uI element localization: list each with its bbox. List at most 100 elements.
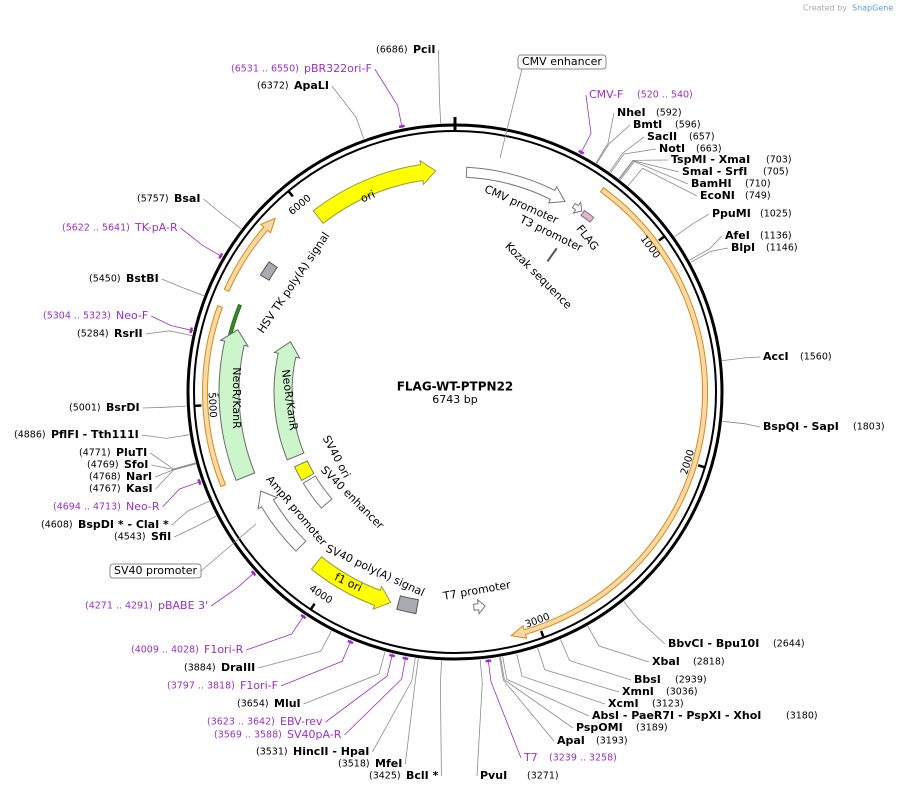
site-position: (663): [696, 144, 722, 155]
leader-line: [587, 625, 650, 663]
feature-label: T7 promoter: [441, 578, 512, 603]
site-name: pBR322ori-F: [304, 62, 372, 75]
boxed-feature-label: SV40 promoter: [114, 564, 198, 577]
leader-line: [502, 656, 590, 717]
site-name: BamHI: [691, 177, 732, 190]
site-name: F1ori-R: [204, 643, 244, 656]
leader-line: [404, 658, 419, 765]
leader-line: [258, 630, 332, 669]
site-position: (4694 .. 4713): [53, 502, 121, 513]
site-name: BclI *: [406, 769, 439, 782]
leader-line: [690, 247, 729, 263]
site-position: (520 .. 540): [637, 90, 693, 101]
feature-shape: [580, 209, 595, 223]
site-name: RsrII: [114, 327, 143, 340]
leader-line: [374, 68, 403, 129]
site-position: (5304 .. 5323): [43, 311, 111, 322]
leader-line: [180, 227, 223, 258]
inner-strand: [193, 130, 717, 654]
leader-line: [500, 657, 574, 729]
leader-line: [150, 452, 196, 470]
site-position: (3531): [256, 747, 288, 758]
leader-line: [619, 161, 689, 185]
site-position: (4009 .. 4028): [131, 645, 199, 656]
site-name: TK-pA-R: [134, 221, 178, 234]
leader-line: [610, 148, 657, 173]
leader-line: [618, 160, 680, 180]
site-position: (2644): [773, 639, 805, 650]
kozak-mark: [546, 247, 558, 262]
leader-line: [609, 136, 645, 173]
site-name: MluI: [274, 697, 301, 710]
site-position: (4767): [89, 484, 121, 495]
primer-mark: [578, 149, 585, 155]
site-name: NotI: [659, 142, 685, 155]
leader-line: [722, 420, 761, 428]
site-position: (710): [745, 179, 771, 190]
leader-line: [210, 571, 256, 607]
site-name: PflFI - Tth111I: [51, 428, 139, 441]
site-name: AbsI - PaeR7I - PspXI - XhoI: [592, 709, 761, 722]
site-name: PluTI: [116, 446, 147, 459]
site-name: SfoI: [124, 458, 148, 471]
boxed-feature-frame: [517, 54, 607, 70]
site-name: BlpI: [731, 241, 755, 254]
ruler-label: 4000: [307, 583, 334, 606]
leader-line: [476, 659, 483, 777]
site-name: Neo-F: [116, 309, 148, 322]
ruler-tick: [287, 190, 294, 198]
ruler-tick: [658, 235, 666, 242]
site-position: (4769): [87, 460, 119, 471]
site-position: (3193): [596, 736, 628, 747]
leader-line: [246, 614, 305, 651]
leader-line: [151, 463, 196, 470]
site-position: (3797 .. 3818): [167, 681, 235, 692]
site-position: (1803): [853, 422, 885, 433]
site-name: PpuMI: [712, 207, 751, 220]
site-position: (3036): [666, 687, 698, 698]
site-position: (3123): [652, 699, 684, 710]
leader-line: [627, 167, 698, 197]
site-position: (596): [675, 120, 701, 131]
leader-line: [487, 658, 522, 759]
features: [202, 159, 709, 639]
boxed-feature-label: CMV enhancer: [522, 55, 602, 68]
feature-label: Kozak sequence: [502, 240, 574, 312]
leader-line: [174, 515, 217, 538]
site-position: (3623 .. 3642): [207, 717, 275, 728]
site-position: (4543): [114, 532, 146, 543]
site-name: TspMI - XmaI: [671, 153, 750, 166]
site-name: SfiI: [151, 530, 171, 543]
site-position: (749): [745, 191, 771, 202]
site-name: BspQI - SapI: [763, 420, 839, 433]
site-position: (4768): [89, 472, 121, 483]
site-position: (5001): [69, 403, 101, 414]
leader-line: [618, 159, 669, 179]
site-name: BsaI: [174, 192, 200, 205]
site-name: T7: [523, 751, 538, 764]
site-name: BspDI * - ClaI *: [78, 518, 169, 531]
leader-line: [142, 405, 187, 409]
leader-line: [596, 124, 631, 164]
leader-line: [579, 94, 592, 155]
site-position: (3180): [786, 711, 818, 722]
site-position: (3189): [636, 723, 668, 734]
ruler-tick: [540, 630, 545, 638]
site-position: (3239 .. 3258): [549, 753, 617, 764]
leader-line: [438, 49, 442, 124]
site-position: (5622 .. 5641): [62, 223, 130, 234]
feature-shape: [259, 261, 278, 281]
leader-line: [439, 660, 442, 777]
leader-line: [560, 639, 632, 681]
created-by: Created by: [803, 4, 847, 13]
site-position: (703): [766, 155, 792, 166]
site-position: (592): [656, 108, 682, 119]
feature-shape: [293, 460, 315, 482]
site-name: XbaI: [652, 655, 680, 668]
ruler-tick: [697, 464, 706, 469]
site-name: DraIII: [221, 661, 255, 674]
feature-label: ori: [359, 188, 377, 206]
site-name: BmtI: [633, 118, 662, 131]
site-position: (4771): [79, 448, 111, 459]
site-position: (2818): [693, 657, 725, 668]
